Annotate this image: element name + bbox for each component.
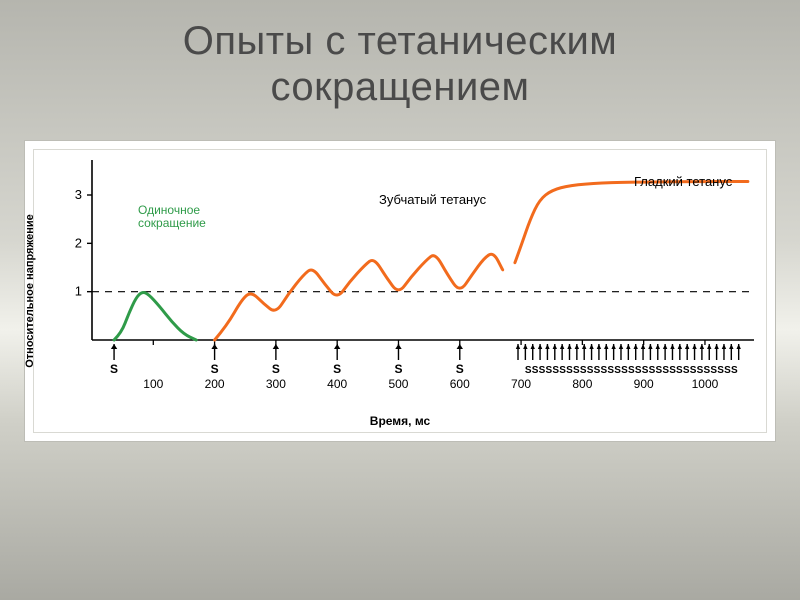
serrated-tetanus-curve [215,254,503,340]
x-tick-label: 200 [205,377,225,391]
chart-inner: Относительное напряжение Время, мс 12310… [33,149,767,433]
stimulus-label: S [110,362,118,376]
x-tick-label: 600 [450,377,470,391]
serrated-tetanus-label: Зубчатый тетанус [379,192,487,207]
y-axis-label: Относительное напряжение [24,214,36,368]
x-tick-label: 900 [634,377,654,391]
single-twitch-curve [114,293,196,340]
x-tick-label: 800 [572,377,592,391]
x-axis-label: Время, мс [370,414,430,428]
stimulus-label: S [211,362,219,376]
single-twitch-label: Одиночное [138,203,200,217]
x-tick-label: 500 [388,377,408,391]
slide-title: Опыты с тетаническим сокращением [0,18,800,110]
stimulus-label: S [272,362,280,376]
chart-frame: Относительное напряжение Время, мс 1 2 3 10… [24,140,776,442]
x-tick-label: 700 [511,377,531,391]
x-tick-label: 300 [266,377,286,391]
single-twitch-label: сокращение [138,216,206,230]
y-tick-label: 2 [75,235,82,250]
y-tick-label: 1 [75,284,82,299]
title-line-2: сокращением [270,65,529,109]
x-tick-label: 100 [143,377,163,391]
title-line-1: Опыты с тетаническим [183,19,618,63]
stimulus-burst-label: SSSSSSSSSSSSSSSSSSSSSSSSSSSSSSS [525,365,738,376]
stimulus-label: S [456,362,464,376]
smooth-tetanus-label: Гладкий тетанус [634,174,733,189]
x-tick-label: 400 [327,377,347,391]
smooth-tetanus-curve [515,181,748,262]
chart-svg: 1231002003004005006007008009001000SSSSSS… [34,150,764,430]
y-tick-label: 3 [75,187,82,202]
stimulus-label: S [333,362,341,376]
x-tick-label: 1000 [692,377,719,391]
stimulus-label: S [394,362,402,376]
